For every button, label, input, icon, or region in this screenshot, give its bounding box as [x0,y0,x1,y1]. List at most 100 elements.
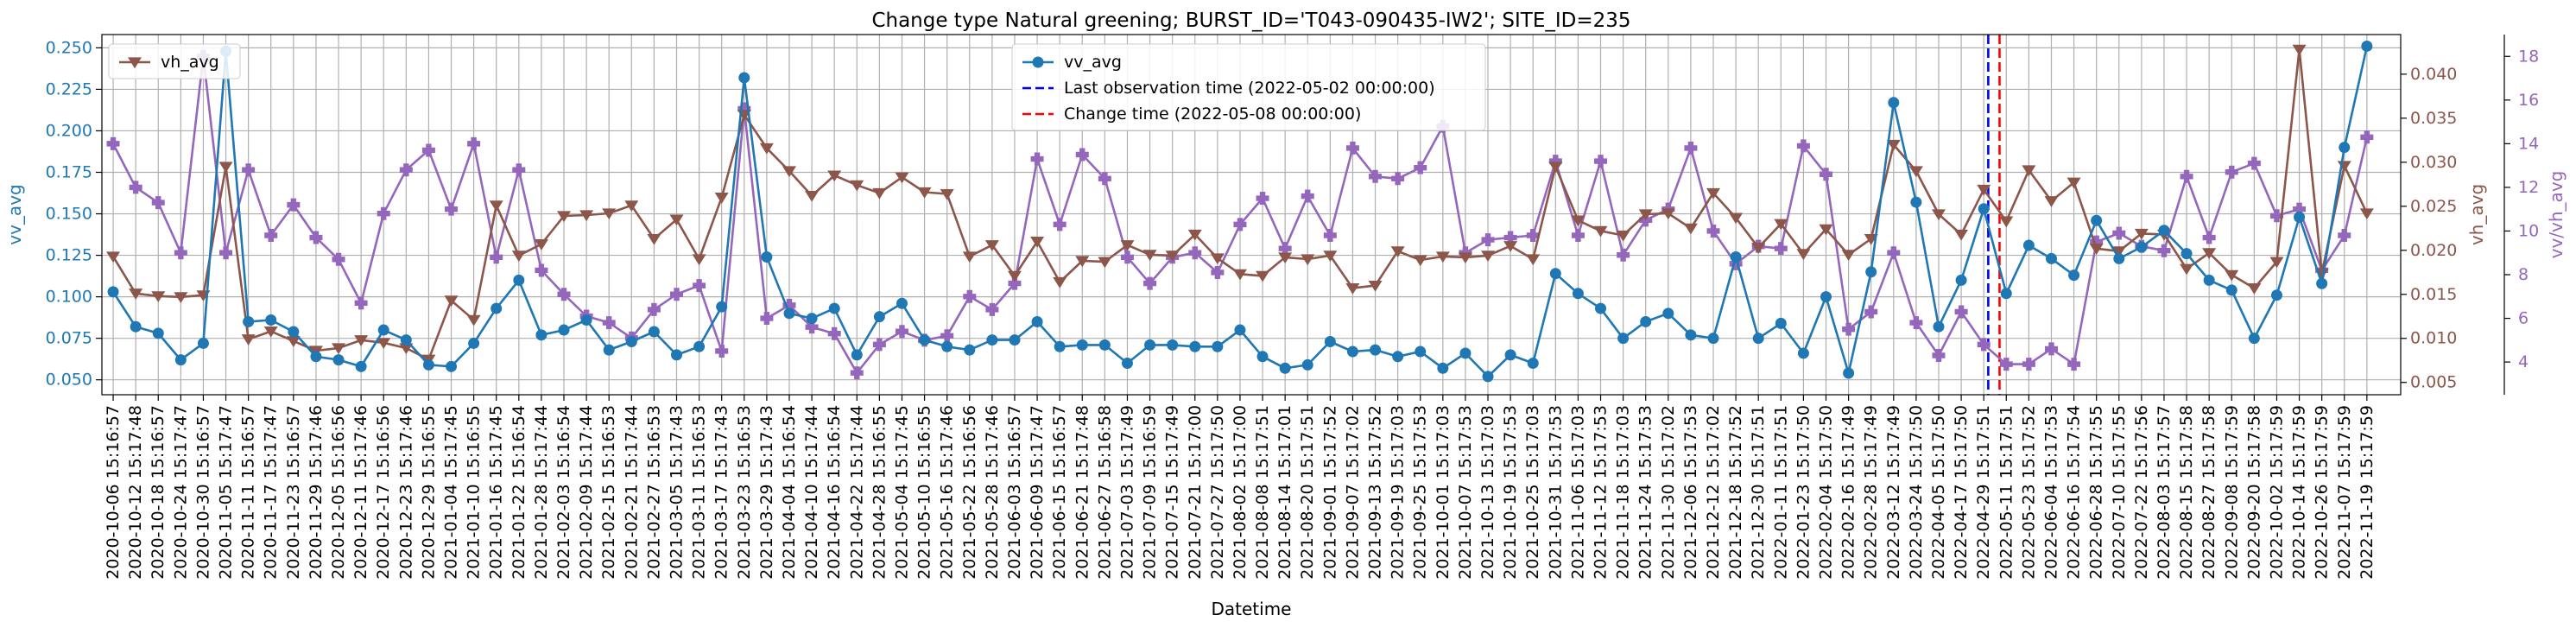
data-point [1232,269,1247,281]
data-point [603,344,615,356]
vh-tick-label: 0.035 [2410,109,2457,128]
data-point [1594,155,1608,168]
x-tick-label: 2021-12-18 15:17:52 [1726,405,1745,580]
data-point [1121,357,1133,369]
x-tick-label: 2021-11-12 15:17:53 [1592,405,1611,580]
vh-tick-label: 0.010 [2410,329,2457,348]
x-tick-label: 2021-07-21 15:17:00 [1186,405,1205,580]
data-point [2225,269,2239,282]
vv-tick-label: 0.250 [46,38,92,57]
data-point [1212,340,1224,352]
vv-tick-label: 0.075 [46,329,92,348]
x-tick-label: 2021-06-15 15:16:57 [1050,405,1069,580]
data-point [1435,251,1450,263]
x-tick-label: 2020-10-30 15:16:57 [193,405,212,580]
data-point [1143,276,1157,290]
vv-axis-label: vv_avg [4,184,25,244]
data-point [669,214,684,226]
data-point [1730,251,1742,263]
x-tick-label: 2021-08-02 15:17:00 [1231,405,1250,580]
data-point [197,337,209,349]
ratio-tick-label: 16 [2518,91,2539,110]
data-point [2136,241,2148,253]
data-point [288,326,300,338]
legends: vh_avg vv_avg Last observation time (2022-… [108,43,1486,131]
data-point [399,343,414,355]
vv-tick-label: 0.125 [46,246,92,265]
data-point [1279,362,1291,374]
data-point [2089,244,2104,255]
data-point [1098,339,1111,351]
data-point [219,246,233,260]
x-tick-label: 2022-07-22 15:17:56 [2132,405,2151,580]
data-point [1685,329,1697,341]
data-point [354,335,369,346]
vv-tick-label: 0.225 [46,79,92,98]
x-tick-label: 2021-11-24 15:17:53 [1636,405,1655,580]
data-point [2361,40,2373,52]
data-point [2180,248,2193,260]
data-point [377,338,391,350]
data-point [491,302,503,314]
x-tick-label: 2020-11-05 15:17:47 [217,405,236,580]
data-point [805,320,819,334]
data-point [759,143,774,155]
data-point [400,334,412,346]
x-tick-label: 2022-07-10 15:17:55 [2110,405,2129,580]
data-point [264,229,278,243]
data-point [512,163,526,177]
data-point [1188,246,1202,260]
vv-tick-label: 0.100 [46,288,92,307]
data-point [693,279,706,293]
x-tick-label: 2020-10-06 15:16:57 [104,405,123,580]
x-tick-label: 2021-08-08 15:17:51 [1253,405,1272,580]
x-tick-label: 2022-09-08 15:17:59 [2222,405,2241,580]
x-tick-label: 2020-10-12 15:17:48 [126,405,145,580]
x-tick-label: 2021-12-30 15:17:51 [1749,405,1768,580]
data-point [2247,283,2262,295]
data-point [2000,288,2012,300]
vh-tick-label: 0.040 [2410,65,2457,84]
data-point [152,327,164,339]
series [106,40,2374,383]
data-point [354,296,368,310]
data-point [1842,322,1856,336]
data-point [1841,250,1856,262]
data-point [783,307,795,320]
x-tick-label: 2021-11-30 15:17:02 [1659,405,1678,580]
data-point [2225,284,2237,296]
x-tick-label: 2020-11-11 15:16:57 [239,405,258,580]
data-point [467,136,481,150]
data-point [1234,324,1246,336]
x-tick-label: 2022-08-27 15:17:58 [2199,405,2218,580]
data-point [1031,315,1043,327]
x-tick-label: 2022-08-15 15:17:58 [2177,405,2196,580]
data-point [873,311,885,323]
data-point [1707,333,1719,345]
legend-marker [1032,56,1044,68]
data-point [1526,254,1541,266]
x-tick-label: 2022-08-03 15:17:57 [2155,405,2174,580]
data-point [1661,208,1675,220]
data-point [151,196,165,210]
data-point [535,263,548,277]
data-point [309,231,323,244]
x-tick-label: 2022-04-29 15:17:51 [1974,405,1993,580]
data-point [1638,209,1653,221]
data-point [174,354,187,366]
data-point [1706,224,1720,238]
data-point [265,314,277,327]
data-point [1301,254,1315,266]
x-tick-label: 2021-06-09 15:17:47 [1028,405,1047,580]
x-tick-label: 2020-12-17 15:16:56 [374,405,393,580]
data-point [421,143,435,157]
data-point [1007,270,1022,282]
data-point [806,313,818,325]
data-point [1392,351,1404,363]
data-point [1954,229,1969,241]
data-point [827,327,841,340]
x-tick-label: 2022-02-04 15:17:50 [1817,405,1836,580]
data-point [377,324,389,336]
data-point [1211,265,1225,279]
data-point [377,206,390,220]
